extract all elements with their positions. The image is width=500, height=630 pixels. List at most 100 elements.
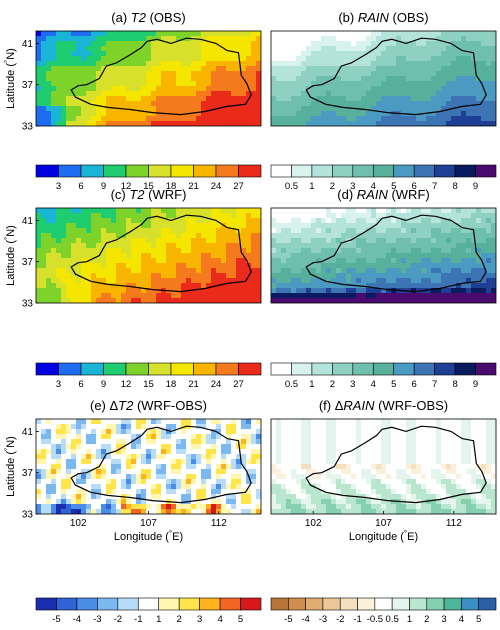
colorbar-swatch (117, 597, 139, 611)
lat-tick-label: 41 (22, 427, 34, 438)
colorbar-label: 5 (391, 379, 396, 390)
colorbar-label: 27 (233, 379, 244, 390)
colorbar-swatch (270, 164, 292, 178)
colorbar-swatch (372, 164, 395, 178)
lon-tick-label: 112 (211, 518, 227, 529)
map-frame-c (35, 207, 262, 304)
colorbar-label: 4 (459, 614, 464, 625)
panel-title-a: (a) T2 (OBS) (111, 10, 185, 25)
lat-tick-label: 33 (22, 510, 34, 521)
xlabel-longitude: Longitude (°E) (349, 529, 418, 544)
colorbar-swatch (322, 597, 341, 611)
map-field-b (271, 31, 496, 126)
colorbar-swatch (58, 164, 82, 178)
colorbar-label: 6 (412, 181, 417, 192)
colorbar-swatch (80, 362, 104, 376)
colorbar-swatch (148, 164, 172, 178)
colorbar-label: -3 (319, 614, 327, 625)
colorbar-swatch (393, 362, 415, 376)
colorbar-swatch (58, 362, 82, 376)
colorbar-swatch (35, 362, 59, 376)
colorbar-swatch (475, 164, 497, 178)
colorbar-label: 8 (452, 379, 457, 390)
colorbar-label: 27 (233, 181, 244, 192)
colorbar-swatch (35, 164, 59, 178)
colorbar-label: -4 (73, 614, 81, 625)
colorbar-label: 2 (330, 181, 335, 192)
colorbar-swatch (352, 164, 374, 178)
region-boundary-c (70, 214, 252, 293)
map-frame-d (270, 207, 497, 304)
colorbar-swatch (270, 362, 292, 376)
colorbar-label: 3 (441, 614, 446, 625)
colorbar-label: 24 (211, 379, 222, 390)
colorbar-label: 0.5 (386, 614, 399, 625)
colorbar-label: 3 (56, 379, 61, 390)
region-boundary-a (70, 37, 252, 116)
map-frame-b (270, 30, 497, 127)
colorbar-label: 12 (121, 379, 132, 390)
colorbar-t2: 3 6 9 12 15 18 21 24 27 (35, 362, 262, 390)
panel-title-d: (d) RAIN (WRF) (337, 187, 429, 202)
colorbar-swatch (76, 597, 98, 611)
colorbar-swatch (199, 597, 221, 611)
panel-title-b: (b) RAIN (OBS) (338, 10, 428, 25)
colorbar-swatch (311, 362, 333, 376)
colorbar-label: 9 (473, 379, 478, 390)
panel-d: (d) RAIN (WRF) (270, 187, 497, 304)
colorbar-swatch (125, 362, 149, 376)
colorbar-swatch (219, 597, 241, 611)
region-boundary-e (70, 425, 252, 504)
colorbar-label: 2 (424, 614, 429, 625)
colorbar-label: -1 (134, 614, 142, 625)
lon-tick-label: 102 (70, 518, 87, 529)
lat-tick-label: 37 (22, 257, 34, 268)
colorbar-label: -2 (114, 614, 122, 625)
colorbar-swatch (434, 164, 456, 178)
colorbar-label: 7 (432, 181, 437, 192)
colorbar-swatch (305, 597, 324, 611)
colorbar-label: -5 (284, 614, 292, 625)
colorbar-label: 9 (101, 379, 106, 390)
colorbar-label: 1 (309, 379, 314, 390)
colorbar-label: 21 (188, 181, 199, 192)
colorbar-label: 6 (78, 379, 83, 390)
colorbar-swatch (475, 362, 497, 376)
colorbar-label: 7 (432, 379, 437, 390)
colorbar-swatch (461, 597, 479, 611)
colorbar-label: 4 (371, 379, 376, 390)
colorbar-label: 9 (101, 181, 106, 192)
colorbar-label: 2 (330, 379, 335, 390)
colorbar-label: 24 (211, 181, 222, 192)
map-field-d (271, 208, 496, 303)
lat-tick-label: 33 (22, 299, 34, 310)
colorbar-swatch (291, 362, 313, 376)
colorbar-swatch (137, 597, 160, 611)
map-field-c (36, 208, 261, 303)
colorbar-swatch (434, 362, 456, 376)
colorbar-label: 3 (197, 614, 202, 625)
colorbar-label: 2 (177, 614, 182, 625)
colorbar-swatch (238, 362, 262, 376)
colorbar-drain: -5 -4 -3 -2 -1 -0.5 0.5 1 2 3 4 5 (270, 597, 497, 625)
colorbar-swatch (240, 597, 262, 611)
colorbar-swatch (443, 597, 462, 611)
colorbar-swatch (339, 597, 358, 611)
panel-a: (a) T2 (OBS) 41 37 33 Latitude (°N) (3, 10, 262, 133)
colorbar-label: 8 (452, 181, 457, 192)
colorbar-swatch (372, 362, 395, 376)
colorbar-swatch (357, 597, 376, 611)
colorbar-rain: 0.5 1 2 3 4 5 6 7 8 9 (270, 362, 497, 390)
colorbar-label: -1 (353, 614, 361, 625)
colorbar-swatch (148, 362, 172, 376)
colorbar-label: 18 (166, 181, 177, 192)
colorbar-swatch (193, 164, 217, 178)
colorbar-label: 0.5 (285, 379, 298, 390)
colorbar-label: 3 (350, 181, 355, 192)
region-boundary-b (305, 37, 487, 116)
colorbar-swatch (288, 597, 306, 611)
colorbar-swatch (56, 597, 78, 611)
colorbar-label: 15 (143, 379, 154, 390)
